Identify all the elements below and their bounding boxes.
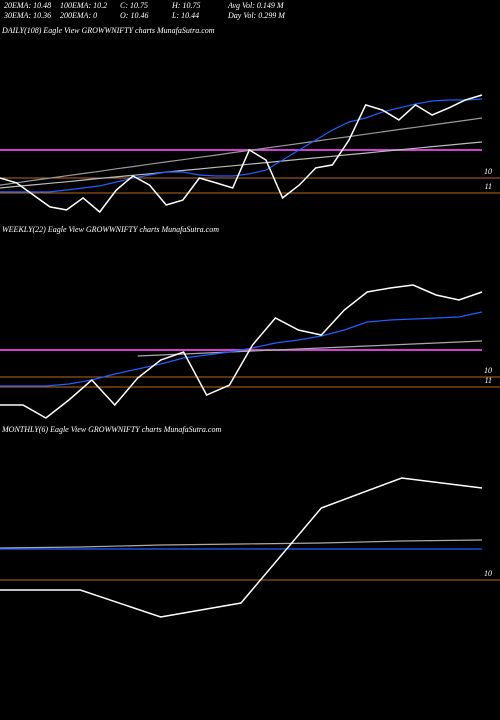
series-line	[0, 539, 483, 549]
header-stat: 200EMA: 0	[60, 11, 97, 20]
header-stat: Day Vol: 0.299 M	[227, 11, 286, 20]
panel-title: WEEKLY(22) Eagle View GROWWNIFTY charts …	[2, 225, 219, 234]
series-line	[137, 340, 483, 357]
series-line	[0, 98, 483, 193]
y-tick-label: 11	[485, 376, 492, 385]
panel-title: MONTHLY(6) Eagle View GROWWNIFTY charts …	[1, 425, 221, 434]
header-stat: 20EMA: 10.48	[4, 1, 51, 10]
series-line	[0, 94, 483, 214]
y-tick-label: 10	[484, 366, 492, 375]
series-line	[0, 141, 483, 189]
header-stat: H: 10.75	[171, 1, 200, 10]
header-stat: 100EMA: 10.2	[60, 1, 107, 10]
series-line	[0, 117, 483, 186]
series-line	[0, 477, 483, 618]
header-stat: 30EMA: 10.36	[3, 11, 51, 20]
header-stat: O: 10.46	[120, 11, 148, 20]
y-tick-label: 10	[484, 569, 492, 578]
series-line	[0, 284, 483, 419]
header-stat: C: 10.75	[120, 1, 148, 10]
header-stat: Avg Vol: 0.149 M	[227, 1, 285, 10]
y-tick-label: 10	[484, 167, 492, 176]
panel-title: DAILY(108) Eagle View GROWWNIFTY charts …	[1, 26, 215, 35]
y-tick-label: 11	[485, 182, 492, 191]
series-line	[0, 311, 483, 387]
header-stat: L: 10.44	[171, 11, 199, 20]
